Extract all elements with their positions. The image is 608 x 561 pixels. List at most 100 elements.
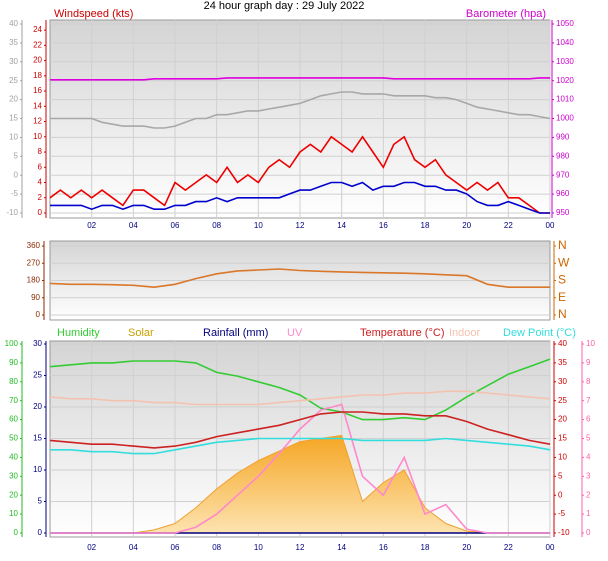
- x-tick-label: 20: [462, 221, 471, 230]
- y-tick-label: 0: [586, 528, 591, 537]
- x-tick-label: 12: [296, 221, 305, 230]
- y-tick-label: 24: [33, 25, 42, 34]
- y-tick-label: 4: [38, 178, 43, 187]
- y-tick-label: S: [558, 273, 566, 287]
- line: [49, 358, 551, 421]
- x-tick-label: 14: [337, 221, 346, 230]
- y-tick-label: 970: [556, 170, 570, 179]
- line: [49, 390, 551, 406]
- y-tick-label: 5: [38, 497, 43, 506]
- y-tick-label: 9: [586, 358, 591, 367]
- y-tick-label: 35: [9, 38, 18, 47]
- y-tick-label: 40: [9, 453, 18, 462]
- y-tick-label: 12: [33, 117, 42, 126]
- y-tick-label: 1020: [556, 76, 574, 85]
- y-tick-label: 10: [33, 132, 42, 141]
- line: [49, 135, 550, 214]
- y-tick-label: 70: [9, 396, 18, 405]
- y-tick-label: -10: [558, 528, 570, 537]
- y-tick-label: 30: [33, 339, 42, 348]
- y-tick-label: 6: [586, 415, 591, 424]
- y-tick-label: 360: [27, 241, 41, 250]
- y-tick-label: 10: [558, 453, 567, 462]
- line: [50, 77, 550, 81]
- line: [49, 411, 551, 449]
- x-tick-label: 14: [337, 543, 346, 552]
- y-tick-label: 60: [9, 415, 18, 424]
- x-tick-label: 08: [212, 543, 221, 552]
- y-tick-label: -5: [11, 189, 19, 198]
- y-tick-label: 5: [558, 471, 563, 480]
- legend-entry: Dew Point (°C): [503, 327, 576, 339]
- y-tick-label: 2: [586, 490, 591, 499]
- x-tick-label: 06: [171, 221, 180, 230]
- y-tick-label: 3: [586, 471, 591, 480]
- x-tick-label: 02: [87, 543, 96, 552]
- x-tick-label: 10: [254, 221, 263, 230]
- y-tick-label: 25: [33, 371, 42, 380]
- y-tick-label: 90: [31, 293, 40, 302]
- y-tick-label: 40: [558, 339, 567, 348]
- y-tick-label: N: [558, 307, 567, 321]
- y-tick-label: 20: [33, 56, 42, 65]
- y-tick-label: 1: [586, 509, 591, 518]
- y-tick-label: 30: [558, 377, 567, 386]
- y-tick-label: 20: [558, 415, 567, 424]
- axis-title: Windspeed (kts): [54, 8, 133, 20]
- legend-entry: Rainfall (mm): [203, 327, 268, 339]
- x-tick-label: 04: [129, 543, 138, 552]
- x-tick-label: 22: [504, 543, 513, 552]
- line: [50, 403, 550, 534]
- line: [49, 268, 550, 289]
- y-tick-label: 20: [33, 402, 42, 411]
- y-tick-label: 0: [558, 490, 563, 499]
- y-tick-label: 1040: [556, 38, 574, 47]
- y-tick-label: 10: [9, 509, 18, 518]
- y-tick-label: 50: [9, 434, 18, 443]
- x-tick-label: 18: [421, 221, 430, 230]
- legend-entry: UV: [287, 327, 303, 339]
- line: [50, 437, 551, 455]
- y-tick-label: E: [558, 290, 566, 304]
- y-tick-label: 10: [9, 133, 18, 142]
- y-tick-label: -5: [558, 509, 566, 518]
- y-tick-label: 40: [9, 19, 18, 28]
- y-tick-label: 15: [9, 114, 18, 123]
- legend-entry: Solar: [128, 327, 154, 339]
- y-tick-label: 0: [14, 528, 19, 537]
- y-tick-label: 15: [33, 434, 42, 443]
- legend-entry: Indoor: [449, 327, 481, 339]
- y-tick-label: 25: [558, 396, 567, 405]
- y-tick-label: -10: [6, 208, 18, 217]
- line: [50, 91, 551, 129]
- y-tick-label: 30: [9, 471, 18, 480]
- y-tick-label: 5: [14, 151, 19, 160]
- x-tick-label: 00: [546, 543, 555, 552]
- x-tick-label: 12: [296, 543, 305, 552]
- y-tick-label: 180: [27, 276, 41, 285]
- y-tick-label: 0: [14, 170, 19, 179]
- y-tick-label: 1010: [556, 95, 574, 104]
- y-tick-label: 5: [586, 434, 591, 443]
- y-tick-label: 18: [33, 71, 42, 80]
- y-tick-label: W: [558, 255, 570, 269]
- y-tick-label: 20: [9, 490, 18, 499]
- y-tick-label: 980: [556, 151, 570, 160]
- x-tick-label: 20: [462, 543, 471, 552]
- x-tick-label: 08: [212, 221, 221, 230]
- x-tick-label: 00: [546, 221, 555, 230]
- y-tick-label: 4: [586, 453, 591, 462]
- y-tick-label: 30: [9, 57, 18, 66]
- y-tick-label: 960: [556, 189, 570, 198]
- x-tick-label: 22: [504, 221, 513, 230]
- y-tick-label: 15: [558, 434, 567, 443]
- y-tick-label: 14: [33, 101, 42, 110]
- y-tick-label: 8: [586, 377, 591, 386]
- y-tick-label: 0: [38, 528, 43, 537]
- x-tick-label: 10: [254, 543, 263, 552]
- line: [50, 181, 550, 214]
- y-tick-label: 10: [586, 339, 595, 348]
- y-tick-label: 990: [556, 133, 570, 142]
- x-tick-label: 18: [421, 543, 430, 552]
